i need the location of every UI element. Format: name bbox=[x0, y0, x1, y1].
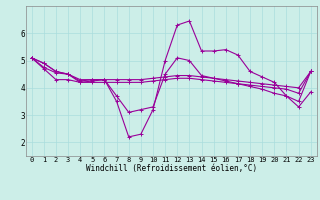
X-axis label: Windchill (Refroidissement éolien,°C): Windchill (Refroidissement éolien,°C) bbox=[86, 164, 257, 173]
